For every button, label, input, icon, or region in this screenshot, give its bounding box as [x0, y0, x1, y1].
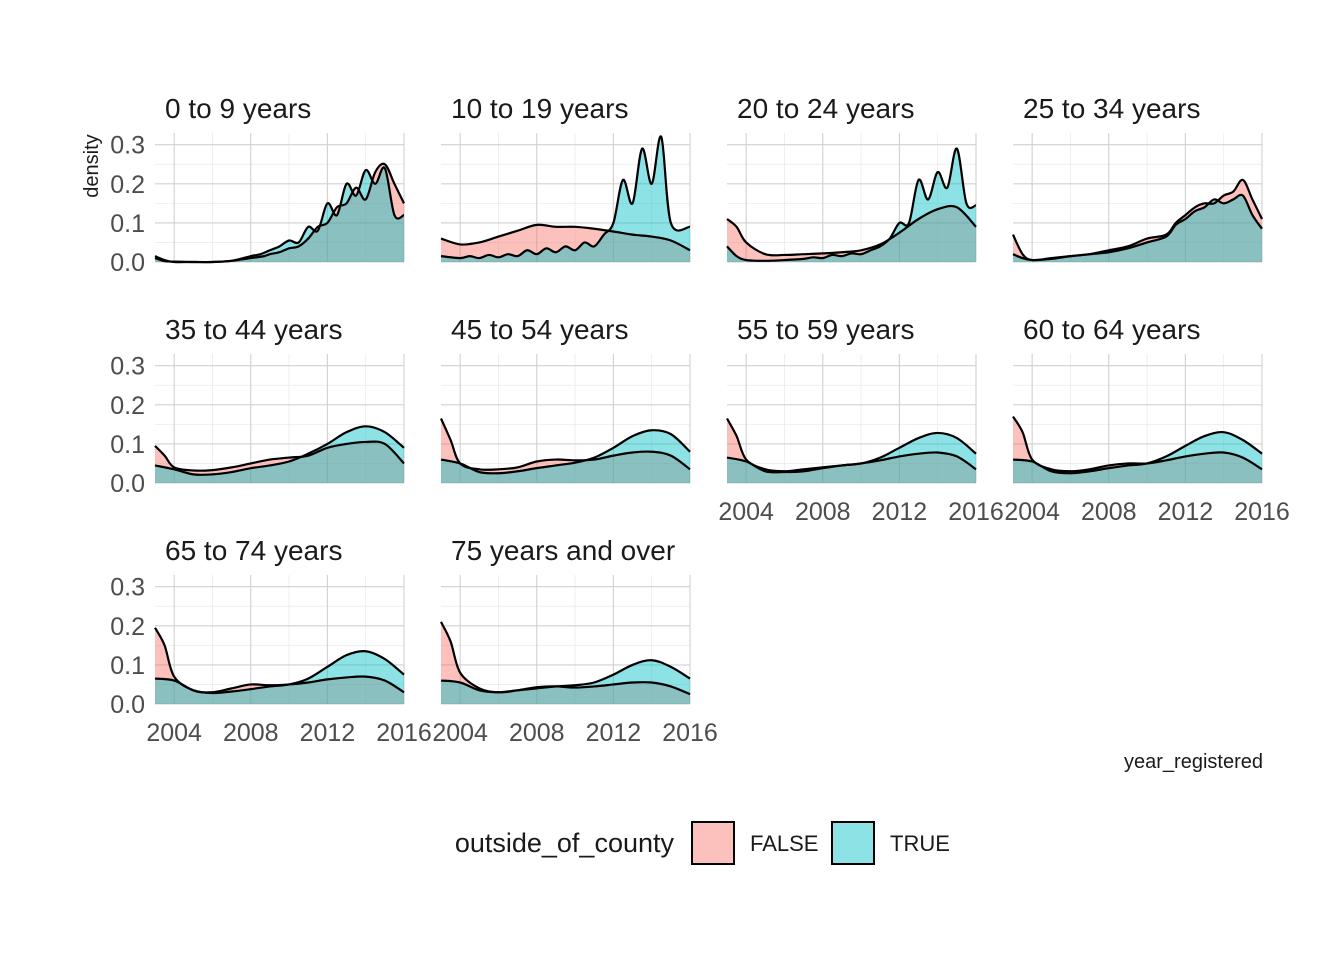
density-line-true — [154, 650, 405, 695]
y-tick-label: 0.3 — [110, 353, 145, 381]
density-area-false — [1013, 179, 1262, 262]
y-tick-label: 0.2 — [110, 613, 145, 641]
y-tick-label: 0.2 — [110, 392, 145, 420]
x-tick-label: 2016 — [1234, 498, 1290, 526]
density-line-false — [440, 621, 691, 696]
density-line-true — [154, 425, 405, 476]
density-line-true — [440, 429, 691, 475]
density-area-false — [1013, 416, 1262, 483]
density-area-true — [155, 426, 404, 483]
density-line-true — [440, 135, 691, 260]
facet-panels: 0 to 9 years 0.0 0.1 0.2 0.3 10 to 19 years 20… — [110, 93, 1290, 747]
x-tick-label: 2008 — [795, 498, 851, 526]
density-line-false — [154, 440, 405, 472]
density-area-true — [727, 432, 976, 483]
x-tick-label: 2012 — [872, 498, 928, 526]
legend-label-false: FALSE — [750, 831, 818, 856]
facet-title: 75 years and over — [451, 535, 675, 566]
facet-panel: 10 to 19 years — [440, 93, 691, 263]
density-area-true — [155, 651, 404, 704]
facet-panel: 25 to 34 years — [1012, 93, 1263, 263]
facet-panel: 55 to 59 years 2004 2008 2012 2016 — [718, 314, 1003, 526]
facet-title: 25 to 34 years — [1023, 93, 1200, 124]
x-tick-label: 2008 — [223, 719, 279, 747]
facet-panel: 0 to 9 years 0.0 0.1 0.2 0.3 — [110, 93, 405, 277]
x-tick-label: 2004 — [146, 719, 202, 747]
density-line-true — [440, 659, 691, 694]
y-tick-label: 0.0 — [110, 470, 145, 498]
facet-panel: 35 to 44 years 0.0 0.1 0.2 0.3 — [110, 314, 405, 498]
density-area-false — [155, 163, 404, 263]
legend-key-true — [831, 821, 875, 865]
x-tick-label: 2016 — [948, 498, 1004, 526]
x-axis-title: year_registered — [1124, 751, 1263, 773]
density-area-false — [727, 206, 976, 262]
y-tick-label: 0.3 — [110, 574, 145, 602]
facet-title: 10 to 19 years — [451, 93, 628, 124]
density-area-false — [727, 418, 976, 483]
facet-title: 60 to 64 years — [1023, 314, 1200, 345]
legend: outside_of_county FALSE TRUE — [455, 821, 950, 865]
facet-title: 35 to 44 years — [165, 314, 342, 345]
x-tick-label: 2004 — [432, 719, 488, 747]
facet-title: 0 to 9 years — [165, 93, 311, 124]
x-tick-label: 2012 — [1158, 498, 1214, 526]
legend-key-false — [691, 821, 735, 865]
facet-title: 45 to 54 years — [451, 314, 628, 345]
density-area-false — [155, 627, 404, 704]
facet-panel: 75 years and over 2004 2008 2012 2016 — [432, 535, 717, 747]
facet-title: 55 to 59 years — [737, 314, 914, 345]
y-tick-label: 0.3 — [110, 132, 145, 160]
y-tick-label: 0.1 — [110, 431, 145, 459]
legend-label-true: TRUE — [890, 831, 950, 856]
density-line-true — [726, 431, 977, 474]
density-area-true — [1013, 194, 1262, 262]
density-line-false — [726, 204, 977, 257]
density-area-true — [1013, 432, 1262, 483]
density-line-true — [726, 147, 977, 262]
density-line-true — [1012, 193, 1263, 262]
y-tick-label: 0.0 — [110, 691, 145, 719]
y-tick-label: 0.0 — [110, 249, 145, 277]
x-tick-label: 2004 — [1004, 498, 1060, 526]
facet-title: 20 to 24 years — [737, 93, 914, 124]
density-area-true — [155, 167, 404, 263]
x-tick-label: 2016 — [376, 719, 432, 747]
y-tick-label: 0.2 — [110, 171, 145, 199]
y-tick-label: 0.1 — [110, 652, 145, 680]
density-area-true — [441, 430, 690, 483]
x-tick-label: 2012 — [586, 719, 642, 747]
x-tick-label: 2012 — [300, 719, 356, 747]
x-tick-label: 2008 — [1081, 498, 1137, 526]
density-area-false — [441, 418, 690, 483]
facet-panel: 65 to 74 years 0.0 0.1 0.2 0.3 2004 2008 2012 20… — [110, 535, 432, 747]
facet-panel: 45 to 54 years — [439, 314, 691, 484]
density-area-true — [727, 148, 976, 262]
density-area-false — [155, 441, 404, 483]
density-area-true — [441, 136, 690, 262]
legend-title: outside_of_county — [455, 828, 675, 858]
facet-panel: 60 to 64 years 2004 2008 2012 2016 — [1004, 314, 1289, 526]
y-axis-title: density — [81, 134, 103, 197]
density-line-false — [440, 223, 691, 252]
x-tick-label: 2004 — [718, 498, 774, 526]
facet-panel: 20 to 24 years — [726, 93, 977, 263]
x-tick-label: 2016 — [662, 719, 718, 747]
facet-title: 65 to 74 years — [165, 535, 342, 566]
density-line-true — [1012, 430, 1263, 475]
x-tick-label: 2008 — [509, 719, 565, 747]
density-line-true — [154, 166, 405, 264]
y-tick-label: 0.1 — [110, 210, 145, 238]
